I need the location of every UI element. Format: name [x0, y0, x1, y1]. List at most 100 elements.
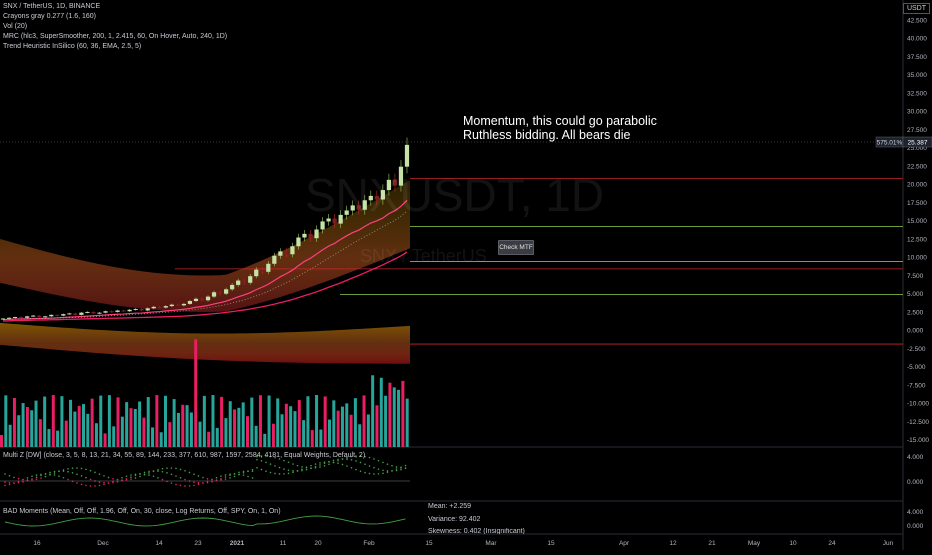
multiz-dot	[134, 473, 137, 476]
price-tag-label: 25.387	[908, 140, 928, 147]
quote-currency[interactable]: USDT	[902, 3, 930, 14]
multiz-dot	[8, 483, 11, 486]
ma-line	[2, 251, 408, 322]
candle-body	[290, 246, 295, 255]
bad-moments-pane-label[interactable]: BAD Moments (Mean, Off, Off, 1.96, Off, …	[3, 508, 281, 515]
symbol-title[interactable]: SNX / TetherUS, 1D, BINANCE	[3, 3, 101, 10]
volume-bar	[73, 411, 77, 447]
multiz-dot	[395, 469, 398, 472]
multiz-dot	[355, 455, 357, 457]
multiz-dot	[13, 482, 15, 484]
multiz-dot	[49, 473, 51, 476]
volume-bar	[82, 404, 85, 447]
volume-bar	[228, 401, 232, 447]
candle-body	[380, 190, 385, 200]
multiz-dot	[287, 461, 290, 464]
multiz-dot	[197, 475, 200, 477]
multiz-dot	[71, 471, 74, 474]
multiz-dot	[395, 468, 398, 470]
volume-bar	[69, 399, 73, 447]
multiz-dot	[80, 483, 83, 486]
candle-body	[404, 144, 410, 167]
check-mtf-button[interactable]: Check MTF	[498, 240, 534, 255]
multiz-pane-label[interactable]: Multi Z [DW] (close, 3, 5, 8, 13, 21, 34…	[3, 452, 366, 459]
multiz-dot	[233, 473, 236, 475]
price-tick-label: 30.000	[907, 109, 927, 116]
multiz-dot	[143, 473, 146, 476]
multiz-dot	[143, 471, 146, 474]
multiz-dot	[278, 473, 281, 475]
volume-bar	[159, 432, 163, 447]
candle-body	[169, 304, 174, 307]
multiz-dot	[76, 467, 78, 469]
multiz-dot	[157, 469, 159, 471]
multiz-dot	[58, 470, 60, 472]
multiz-dot	[202, 482, 204, 484]
indicator-volume[interactable]: Vol (20)	[3, 23, 28, 30]
candle-body	[175, 304, 180, 306]
volume-bar	[315, 395, 319, 447]
multiz-dot	[44, 475, 47, 478]
multiz-dot	[139, 475, 141, 478]
indicator-crayons[interactable]: Crayons gray 0.277 (1.6, 160)	[3, 13, 96, 20]
indicator-mrc[interactable]: MRC (hlc3, SuperSmoother, 200, 1, 2.415,…	[3, 33, 228, 40]
candle-body	[73, 313, 78, 315]
multiz-dot	[53, 474, 56, 476]
volume-bar	[116, 397, 120, 447]
candle-body	[362, 200, 367, 210]
price-tick-label: 7.500	[907, 273, 924, 280]
upper-band	[0, 179, 410, 312]
volume-bar	[362, 395, 366, 447]
multiz-dot	[260, 460, 263, 462]
volume-bar	[86, 413, 90, 447]
multiz-dot	[364, 455, 366, 458]
multiz-dot	[323, 465, 326, 467]
volume-bar	[125, 402, 129, 447]
candlesticks[interactable]	[0, 137, 410, 320]
multiz-dot	[139, 473, 141, 475]
volume-bars	[0, 339, 409, 447]
multiz-dot	[391, 464, 393, 467]
candle-body	[308, 233, 313, 239]
multiz-dot	[368, 456, 371, 459]
volume-bar	[323, 396, 327, 447]
multiz-dot	[364, 471, 366, 474]
time-tick-label: Apr	[619, 540, 630, 547]
multiz-dot	[265, 470, 267, 472]
volume-bar	[379, 377, 383, 447]
multiz-dot	[125, 475, 128, 478]
multiz-dot	[319, 466, 321, 468]
candle-body	[181, 303, 187, 306]
multiz-dot	[134, 474, 137, 477]
price-axis[interactable]: 42.500 40.000 37.500 35.000 32.500 30.000 27.5…	[907, 17, 929, 444]
multiz-dot	[170, 467, 173, 469]
multiz-dot	[166, 467, 168, 469]
multiz-dot	[112, 481, 114, 484]
multiz-dot	[13, 476, 15, 479]
time-axis[interactable]: 16 Dec 14 23 2021 11 20 Feb 15 Mar 15 Apr 12 21 May 10 2…	[33, 540, 893, 547]
multiz-dot	[89, 469, 92, 472]
multiz-dot	[400, 466, 402, 469]
chart-annotation[interactable]: Momentum, this could go parabolic Ruthle…	[463, 114, 657, 142]
multiz-dot	[373, 458, 375, 460]
candle-body	[266, 263, 271, 272]
multiz-dot	[35, 478, 38, 480]
multiz-dot	[98, 484, 101, 487]
multiz-dot	[206, 478, 209, 480]
multiz-dot	[238, 471, 240, 474]
support-resistance-levels[interactable]	[175, 177, 903, 345]
symbol-watermark: SNXUSDT, 1D	[305, 169, 605, 221]
multiz-dot	[373, 473, 375, 475]
price-tick-label: 20.000	[907, 182, 927, 189]
multiz-dot	[251, 468, 254, 471]
indicator-trend[interactable]: Trend Heuristic InSilico (60, 36, EMA, 2…	[3, 43, 142, 50]
price-tick-label: 0.000	[907, 328, 924, 335]
volume-bar	[345, 403, 349, 447]
multiz-dot	[359, 455, 362, 457]
multiz-dot	[130, 478, 132, 480]
multiz-dot	[341, 463, 344, 466]
price-tick-label: -12.500	[907, 419, 929, 426]
volume-bar	[120, 416, 124, 447]
